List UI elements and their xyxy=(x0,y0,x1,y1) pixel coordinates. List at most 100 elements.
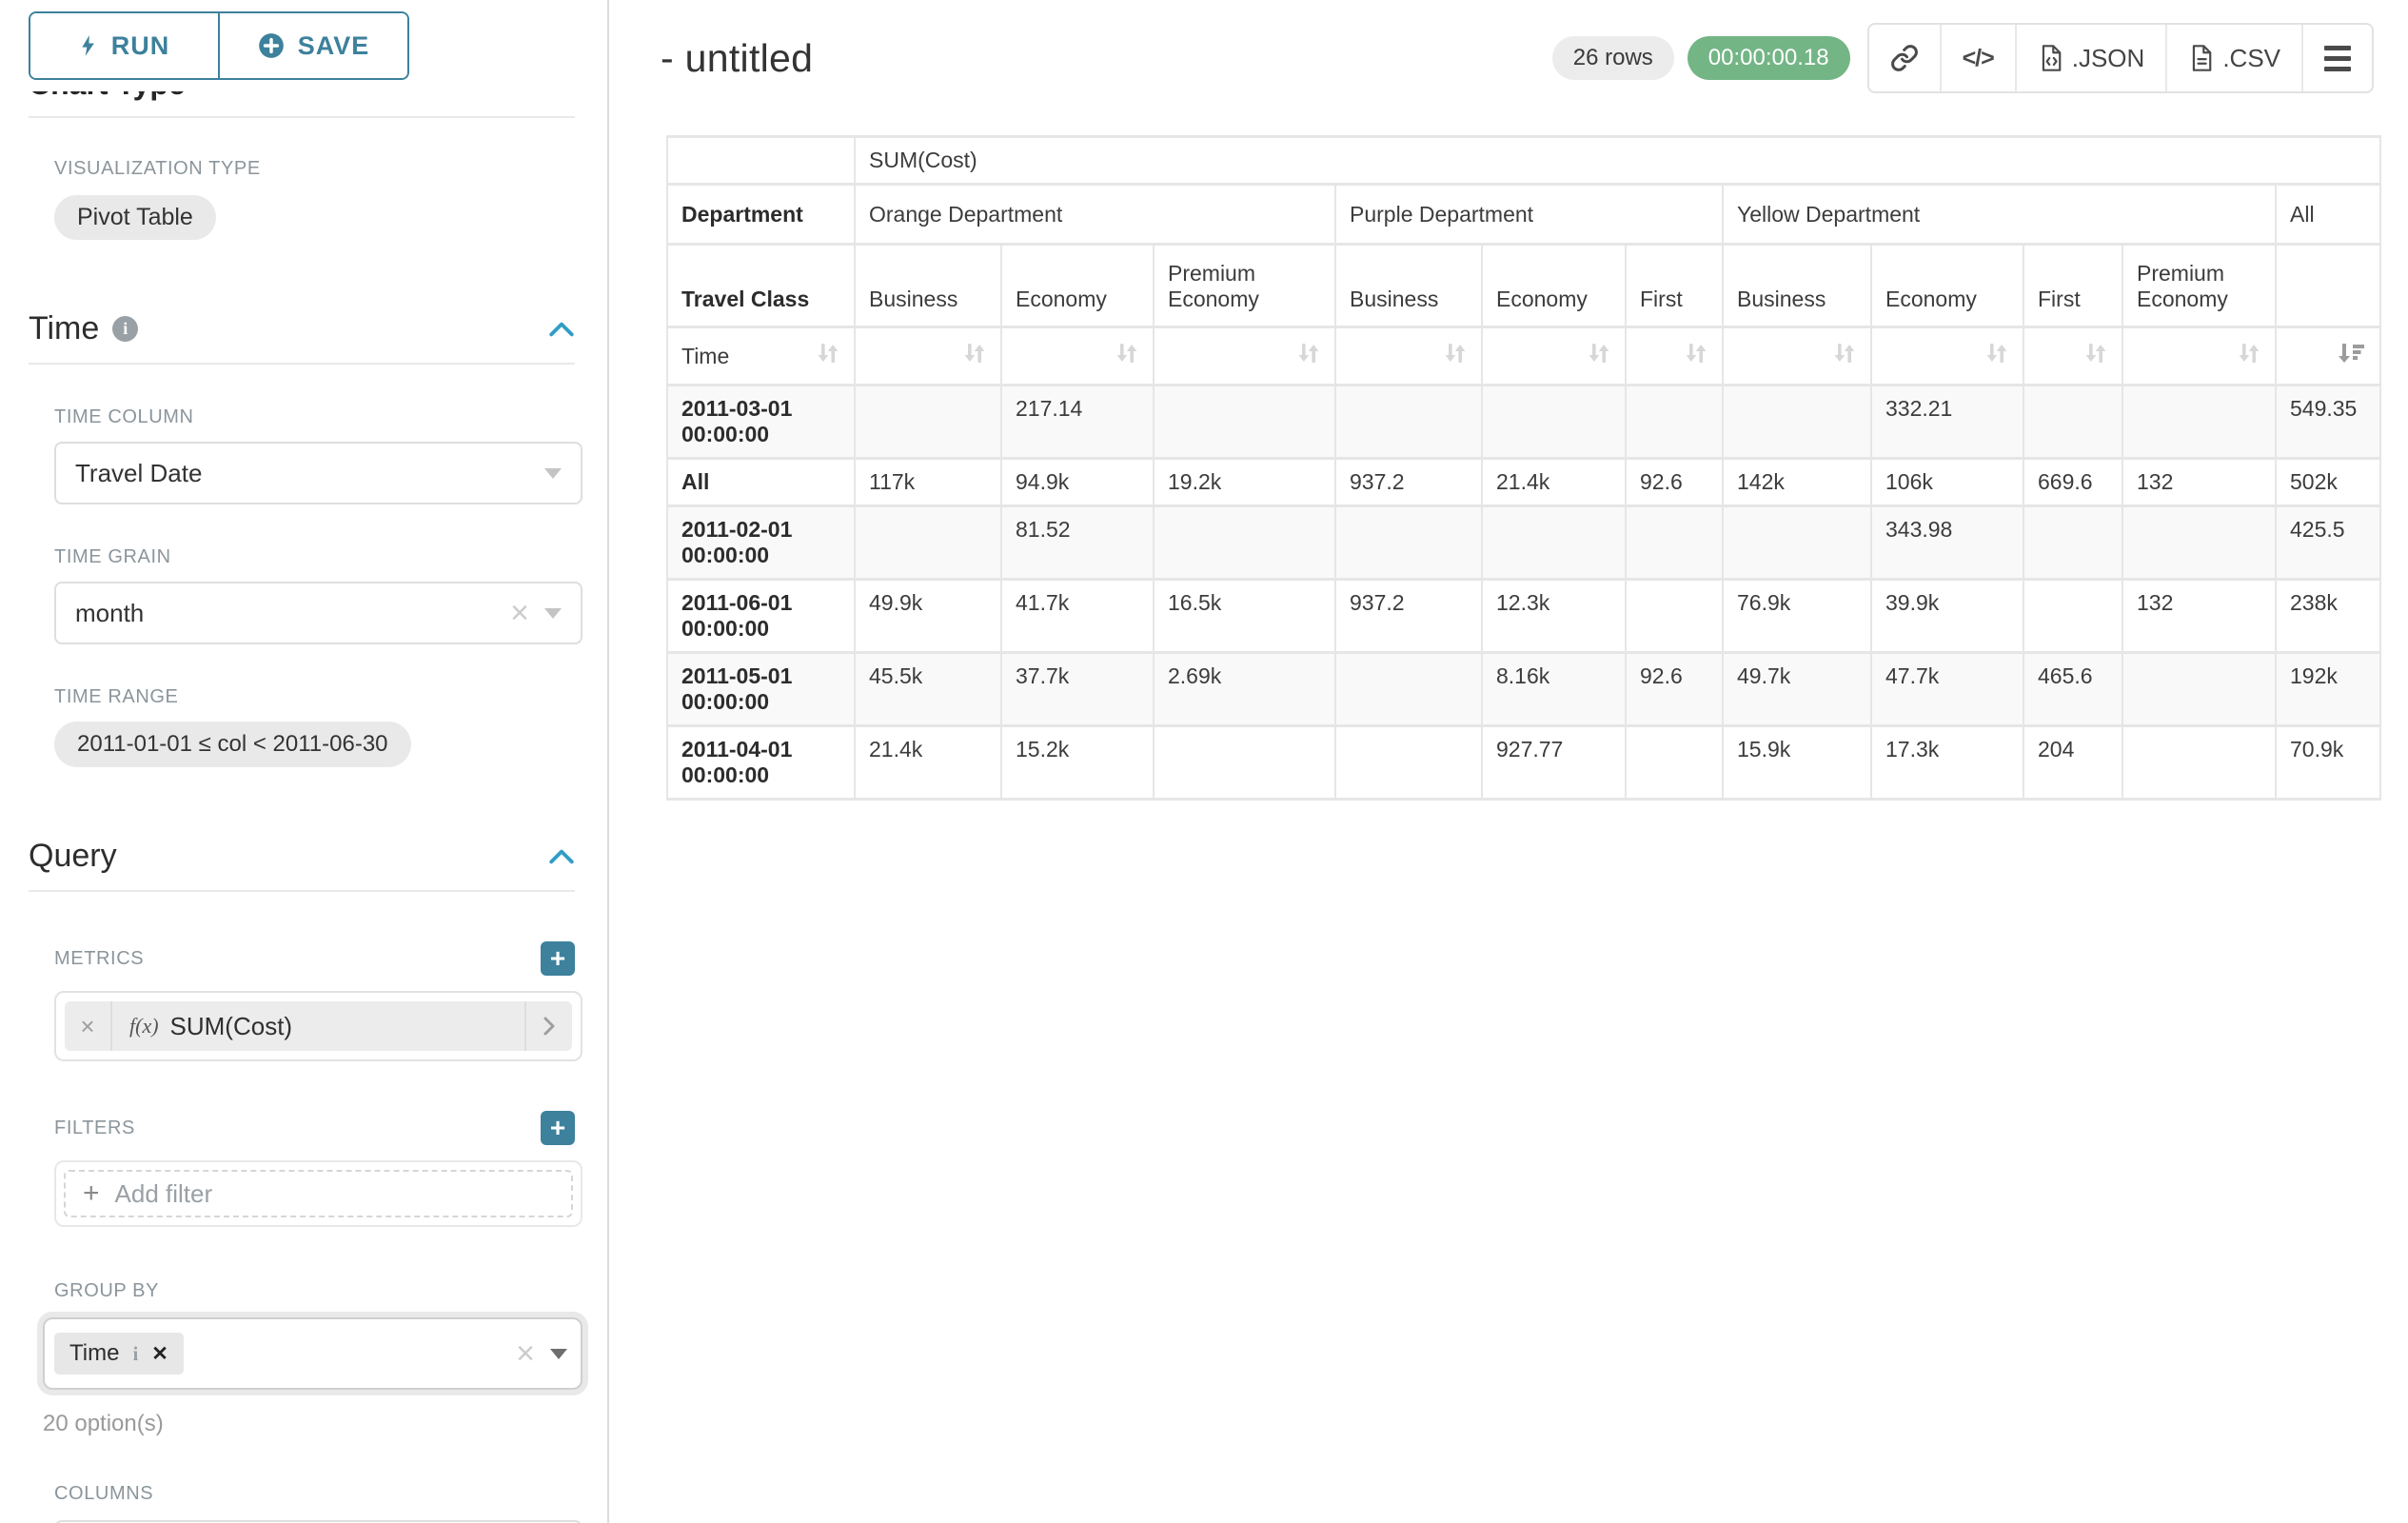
pivot-row-label: 2011-05-01 00:00:00 xyxy=(666,651,856,727)
export-csv-button[interactable]: .CSV xyxy=(2165,25,2301,91)
time-grain-select[interactable]: month × xyxy=(54,582,582,644)
pivot-value-cell: 465.6 xyxy=(2023,651,2123,727)
save-button[interactable]: SAVE xyxy=(218,13,407,78)
embed-code-button[interactable]: </> xyxy=(1939,25,2015,91)
sort-both-icon[interactable] xyxy=(962,341,987,371)
pivot-class-header: Premium Economy xyxy=(1153,243,1336,328)
clear-icon[interactable]: × xyxy=(510,595,529,631)
sort-both-icon[interactable] xyxy=(1684,341,1708,371)
filters-box: + Add filter xyxy=(54,1160,582,1227)
time-range-value[interactable]: 2011-01-01 ≤ col < 2011-06-30 xyxy=(54,722,411,767)
add-filter-plus-button[interactable]: + xyxy=(541,1111,575,1145)
sort-both-icon[interactable] xyxy=(1443,341,1468,371)
pivot-value-cell: 2.69k xyxy=(1153,651,1336,727)
sort-both-icon[interactable] xyxy=(2083,341,2108,371)
menu-button[interactable] xyxy=(2301,25,2372,91)
pivot-sort-cell[interactable] xyxy=(2023,326,2123,386)
pivot-sort-cell[interactable] xyxy=(2274,326,2382,386)
time-column-select[interactable]: Travel Date xyxy=(54,442,582,504)
sort-both-icon[interactable] xyxy=(1115,341,1139,371)
pivot-value-cell xyxy=(2122,384,2277,460)
export-json-button[interactable]: .JSON xyxy=(2014,25,2166,91)
chevron-down-icon[interactable] xyxy=(550,1348,567,1359)
pivot-sort-cell[interactable] xyxy=(1334,326,1483,386)
pivot-value-cell: 937.2 xyxy=(1334,578,1483,654)
pivot-value-cell: 343.98 xyxy=(1870,504,2024,581)
function-icon: f(x) xyxy=(129,1014,159,1038)
export-json-label: .JSON xyxy=(2071,43,2145,72)
pivot-value-cell xyxy=(2122,724,2277,801)
chart-title[interactable]: - untitled xyxy=(661,35,814,80)
group-by-tag-time[interactable]: Time i ✕ xyxy=(54,1333,184,1375)
pivot-sort-cell[interactable] xyxy=(1153,326,1336,386)
file-code-icon xyxy=(2038,44,2064,72)
row-count-badge: 26 rows xyxy=(1551,36,1674,80)
add-metric-button[interactable]: + xyxy=(541,941,575,976)
pivot-value-cell: 37.7k xyxy=(1000,651,1155,727)
pivot-sort-cell[interactable] xyxy=(1870,326,2024,386)
remove-metric-icon[interactable]: × xyxy=(65,1001,112,1051)
sort-both-icon[interactable] xyxy=(1984,341,2009,371)
remove-tag-icon[interactable]: ✕ xyxy=(151,1342,168,1365)
group-by-select[interactable]: Time i ✕ × xyxy=(43,1317,582,1390)
pivot-row-dimension-sort[interactable]: Time xyxy=(666,326,856,386)
share-link-button[interactable] xyxy=(1869,25,1940,91)
group-by-options-note: 20 option(s) xyxy=(43,1411,164,1436)
chevron-up-icon[interactable] xyxy=(548,848,575,865)
pivot-metric-header: SUM(Cost) xyxy=(853,135,2382,186)
pivot-value-cell xyxy=(1334,724,1483,801)
metrics-box: × f(x) SUM(Cost) xyxy=(54,991,582,1061)
lightning-bolt-icon xyxy=(79,32,98,59)
pivot-group-header: Yellow Department xyxy=(1722,183,2277,246)
pivot-data-row: 2011-04-01 00:00:00 21.4k 15.2k 927.77 15.9k… xyxy=(666,724,2382,801)
pivot-sort-cell[interactable] xyxy=(1481,326,1627,386)
pivot-sort-cell[interactable] xyxy=(1722,326,1872,386)
run-save-button-group: RUN SAVE xyxy=(29,11,409,80)
time-grain-label: TIME GRAIN xyxy=(54,546,171,567)
chevron-right-icon[interactable] xyxy=(524,1001,572,1051)
run-button[interactable]: RUN xyxy=(30,13,218,78)
pivot-value-cell xyxy=(854,504,1002,581)
sort-both-icon[interactable] xyxy=(816,341,840,371)
pivot-sort-cell[interactable] xyxy=(1000,326,1155,386)
clear-icon[interactable]: × xyxy=(516,1335,535,1372)
save-button-label: SAVE xyxy=(297,30,370,60)
pivot-row-label: 2011-03-01 00:00:00 xyxy=(666,384,856,460)
sort-both-icon[interactable] xyxy=(1587,341,1611,371)
visualization-type-label: VISUALIZATION TYPE xyxy=(54,158,261,179)
pivot-value-cell xyxy=(1334,504,1483,581)
pivot-class-header: Premium Economy xyxy=(2122,243,2277,328)
chart-header: - untitled 26 rows 00:00:00.18 </> .JSON xyxy=(609,0,2408,93)
pivot-value-cell xyxy=(1153,504,1336,581)
pivot-value-cell: 132 xyxy=(2122,457,2277,507)
pivot-class-header xyxy=(2274,243,2382,328)
pivot-group-header: All xyxy=(2274,183,2382,246)
columns-label: COLUMNS xyxy=(54,1483,154,1504)
pivot-value-cell xyxy=(1153,724,1336,801)
info-icon[interactable]: i xyxy=(132,1341,139,1365)
visualization-type-value[interactable]: Pivot Table xyxy=(54,195,216,240)
pivot-sort-cell[interactable] xyxy=(854,326,1002,386)
sort-both-icon[interactable] xyxy=(1296,341,1321,371)
pivot-group-header: Orange Department xyxy=(854,183,1336,246)
info-icon[interactable]: i xyxy=(112,316,139,342)
sort-both-icon[interactable] xyxy=(1832,341,1857,371)
add-filter-label: Add filter xyxy=(114,1178,213,1208)
sidebar-topbar: RUN SAVE xyxy=(0,0,607,91)
pivot-value-cell: 937.2 xyxy=(1334,457,1483,507)
pivot-value-cell: 332.21 xyxy=(1870,384,2024,460)
pivot-value-cell: 106k xyxy=(1870,457,2024,507)
pivot-sort-cell[interactable] xyxy=(2122,326,2277,386)
chevron-up-icon[interactable] xyxy=(548,321,575,338)
pivot-value-cell: 217.14 xyxy=(1000,384,1155,460)
pivot-value-cell: 16.5k xyxy=(1153,578,1336,654)
pivot-value-cell: 94.9k xyxy=(1000,457,1155,507)
sort-both-icon[interactable] xyxy=(2237,341,2261,371)
group-by-label: GROUP BY xyxy=(54,1280,160,1301)
metric-pill[interactable]: × f(x) SUM(Cost) xyxy=(65,1001,572,1051)
query-section-header: Query xyxy=(29,838,575,875)
sort-desc-icon[interactable] xyxy=(2338,341,2366,371)
pivot-sort-cell[interactable] xyxy=(1625,326,1724,386)
pivot-row-label: 2011-04-01 00:00:00 xyxy=(666,724,856,801)
add-filter-button[interactable]: + Add filter xyxy=(64,1170,573,1217)
